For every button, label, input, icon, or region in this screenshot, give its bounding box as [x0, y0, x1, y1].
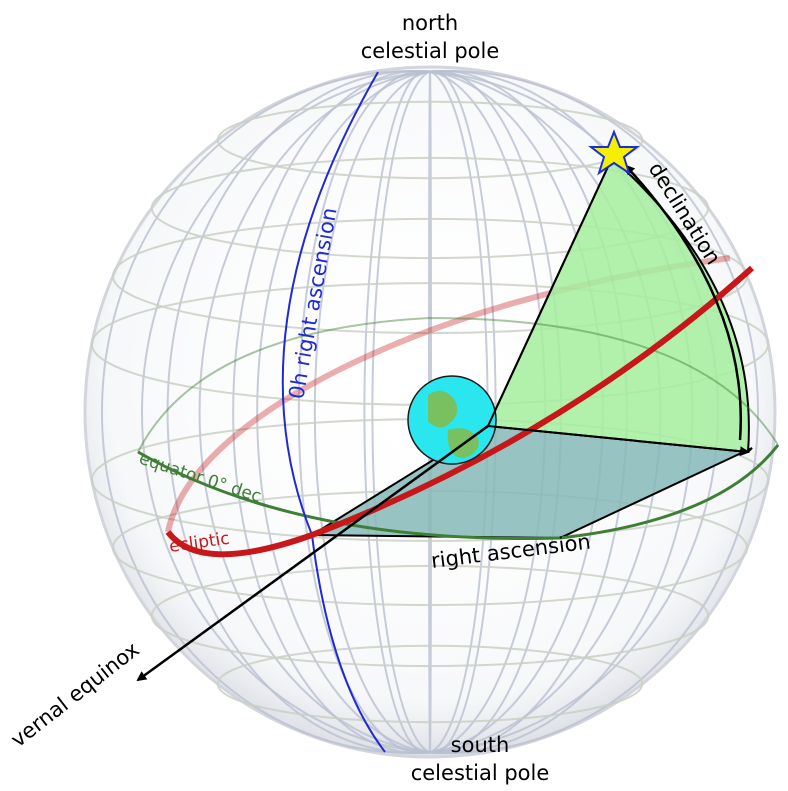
- north-pole-label-line1: north: [402, 11, 458, 35]
- celestial-equator-back: [137, 316, 779, 453]
- declination-arrow: [624, 164, 742, 441]
- zero-h-meridian: [281, 71, 386, 753]
- star-icon: [588, 129, 640, 176]
- parallel-line: [150, 156, 710, 260]
- ra-arrow: [487, 425, 750, 457]
- celestial-equator: [137, 444, 780, 540]
- parallel-line: [150, 564, 710, 668]
- parallel-line: [216, 100, 644, 180]
- parallel-line: [216, 644, 644, 724]
- meridian-line: [140, 70, 760, 754]
- star-direction-line: [487, 157, 613, 427]
- south-pole-label-line2: celestial pole: [411, 761, 550, 785]
- vernal-equinox-label: vernal equinox: [6, 637, 143, 752]
- ecliptic-front: [165, 265, 755, 558]
- vernal-equinox-arrow: [136, 424, 489, 682]
- north-pole-label-line2: celestial pole: [361, 39, 500, 63]
- south-pole-label-line1: south: [451, 733, 510, 757]
